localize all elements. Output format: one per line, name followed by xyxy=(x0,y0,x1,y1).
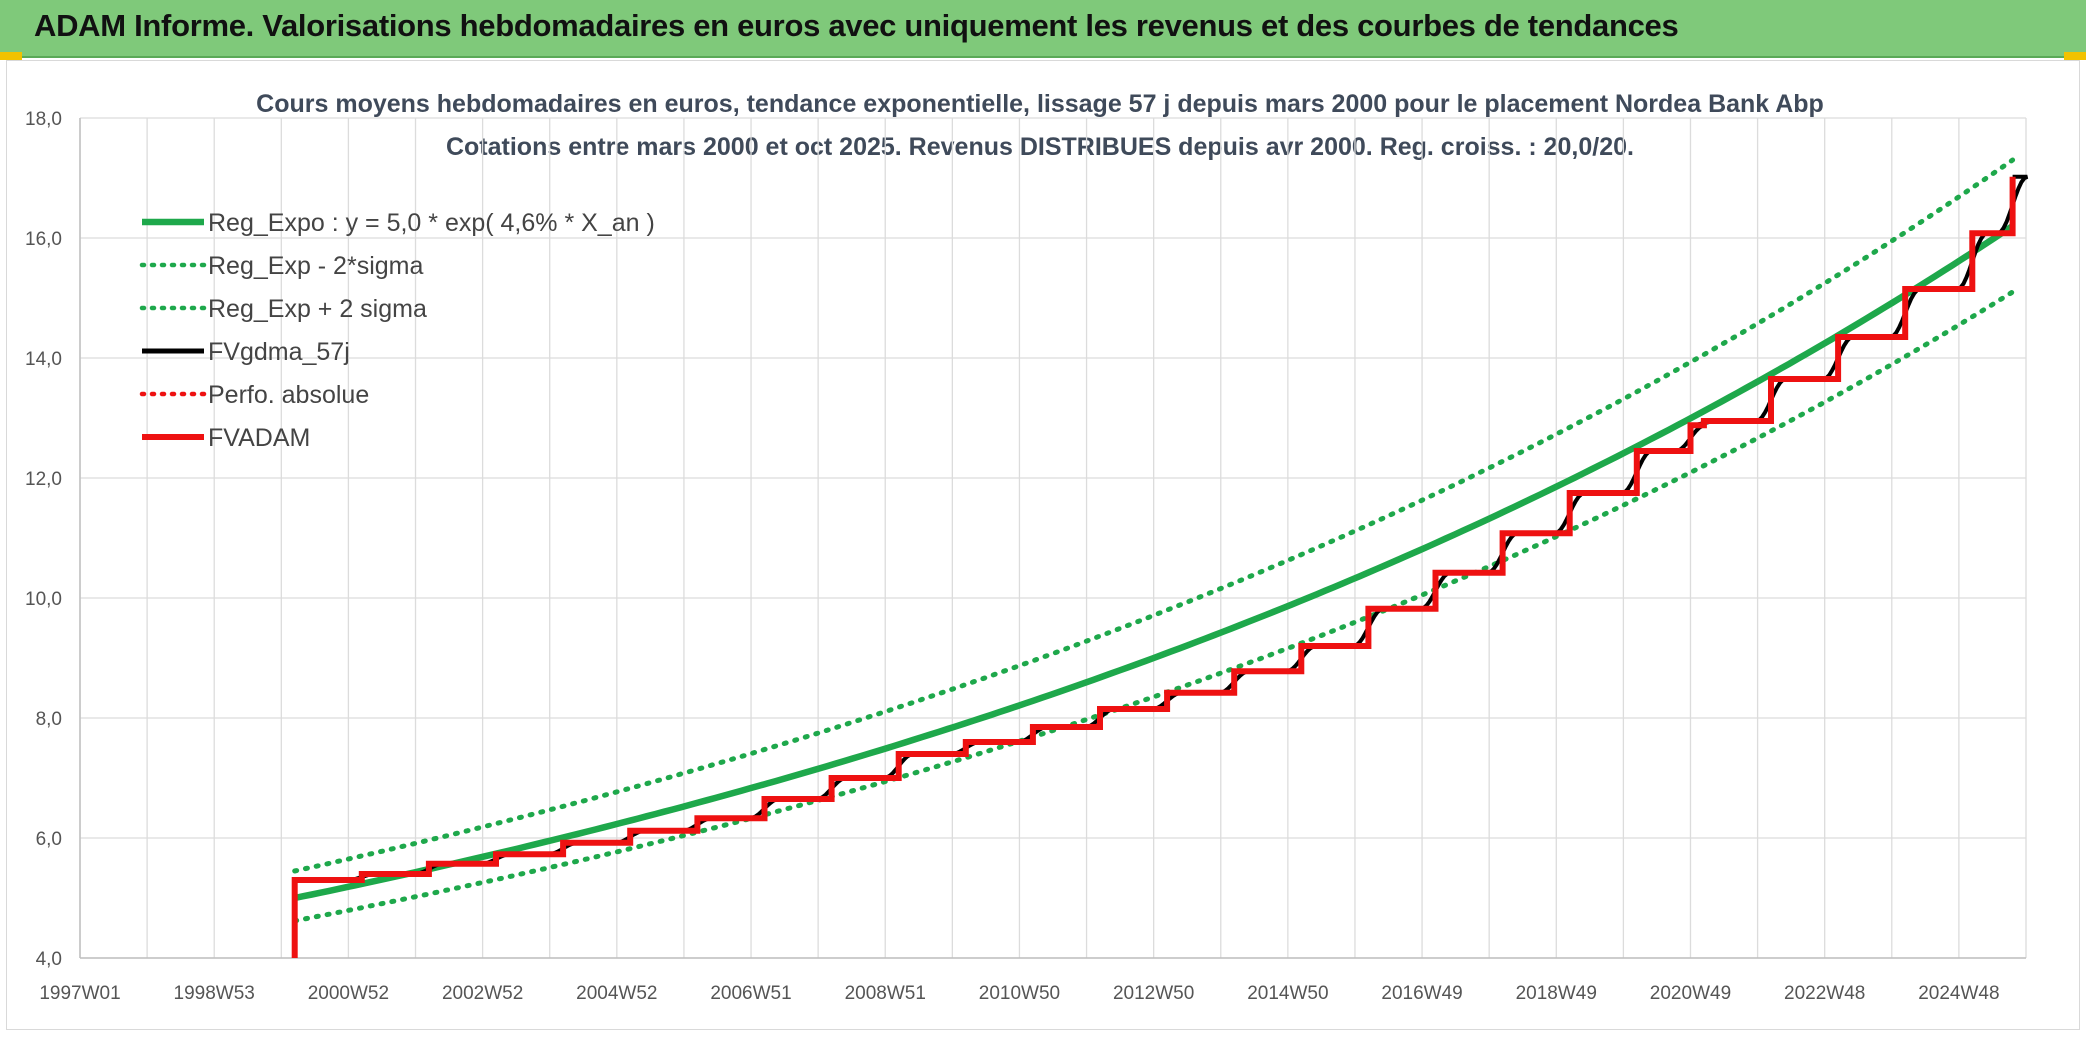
x-tick-label: 2008W51 xyxy=(845,983,926,1004)
series-reg-exp-plus-2sigma xyxy=(292,157,2016,874)
legend-label: Reg_Exp - 2*sigma xyxy=(208,252,423,280)
x-tick-label: 2004W52 xyxy=(576,983,657,1004)
grid xyxy=(79,117,2027,959)
series-reg-expo xyxy=(294,223,2015,902)
legend-label: Reg_Expo : y = 5,0 * exp( 4,6% * X_an ) xyxy=(208,209,655,237)
x-tick-label: 2000W52 xyxy=(308,983,389,1004)
y-tick-label: 4,0 xyxy=(36,949,62,970)
y-tick-label: 14,0 xyxy=(25,349,62,370)
corner-mark-left xyxy=(0,52,22,60)
x-tick-label: 2022W48 xyxy=(1784,983,1865,1004)
y-tick-label: 16,0 xyxy=(25,229,62,250)
y-tick-label: 18,0 xyxy=(25,109,62,130)
x-tick-label: 1997W01 xyxy=(39,983,120,1004)
legend-label: Perfo. absolue xyxy=(208,381,369,409)
y-tick-label: 6,0 xyxy=(36,829,62,850)
x-tick-label: 2012W50 xyxy=(1113,983,1194,1004)
series-fvgdma-57j xyxy=(294,174,2029,882)
report-header: ADAM Informe. Valorisations hebdomadaire… xyxy=(0,0,2086,58)
series-fvadam xyxy=(291,176,2016,958)
y-tick-label: 8,0 xyxy=(36,709,62,730)
x-tick-label: 2002W52 xyxy=(442,983,523,1004)
chart-title: Cours moyens hebdomadaires en euros, ten… xyxy=(256,90,1824,118)
series-reg-exp-minus-2sigma xyxy=(292,289,2016,924)
x-tick-label: 2014W50 xyxy=(1247,983,1328,1004)
chart-subtitle: Cotations entre mars 2000 et oct 2025. R… xyxy=(446,133,1634,161)
axes: 4,0 6,0 8,0 10,0 12,0 14,0 16,0 18,0 1997W01 1998… xyxy=(25,109,2026,1004)
x-tick-label: 2010W50 xyxy=(979,983,1060,1004)
y-tick-label: 12,0 xyxy=(25,469,62,490)
x-tick-label: 2018W49 xyxy=(1516,983,1597,1004)
legend-label: FVADAM xyxy=(208,424,310,452)
x-tick-label: 2024W48 xyxy=(1918,983,1999,1004)
x-tick-label: 2006W51 xyxy=(710,983,791,1004)
legend-label: Reg_Exp + 2 sigma xyxy=(208,295,427,323)
x-tick-label: 1998W53 xyxy=(174,983,255,1004)
corner-mark-right xyxy=(2064,52,2086,60)
series-layer xyxy=(291,157,2029,958)
report-title: ADAM Informe. Valorisations hebdomadaire… xyxy=(34,8,1679,43)
legend-label: FVgdma_57j xyxy=(208,338,350,366)
legend: Reg_Expo : y = 5,0 * exp( 4,6% * X_an ) R… xyxy=(139,209,655,452)
chart-frame xyxy=(6,60,2080,1030)
x-tick-label: 2016W49 xyxy=(1381,983,1462,1004)
x-tick-label: 2020W49 xyxy=(1650,983,1731,1004)
y-tick-label: 10,0 xyxy=(25,589,62,610)
